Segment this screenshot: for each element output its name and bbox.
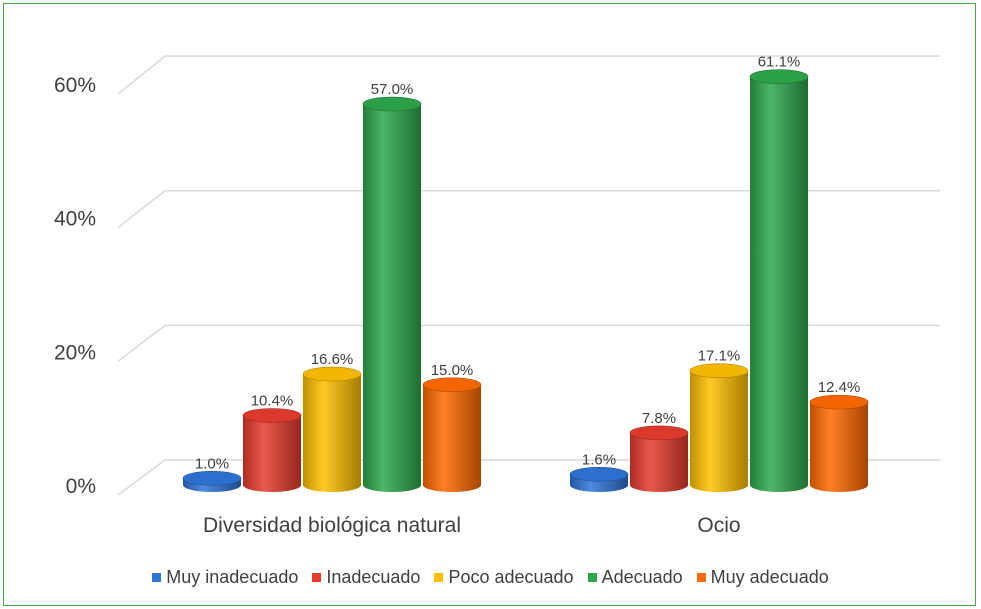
- category-label: Diversidad biológica natural: [203, 514, 461, 537]
- bar-top: [182, 471, 242, 486]
- bar-top: [302, 366, 362, 382]
- data-label: 12.4%: [818, 379, 861, 396]
- data-label: 15.0%: [431, 362, 474, 379]
- bar-body: [750, 76, 808, 493]
- data-label: 1.0%: [195, 455, 229, 472]
- gridline-side: [117, 190, 166, 229]
- y-tick-label: 60%: [54, 74, 96, 97]
- data-label: 57.0%: [371, 81, 414, 98]
- bar-top: [242, 408, 302, 423]
- legend-item: Muy inadecuado: [152, 567, 298, 588]
- legend-swatch: [312, 573, 322, 582]
- bar-top: [749, 69, 809, 84]
- gridline-side: [117, 324, 166, 362]
- legend-label: Muy adecuado: [710, 567, 829, 587]
- bar-body: [810, 402, 868, 492]
- gridline-side: [117, 459, 166, 496]
- bar-top: [422, 377, 482, 393]
- legend-label: Poco adecuado: [448, 567, 574, 587]
- data-label: 61.1%: [758, 54, 801, 71]
- chart-legend: Muy inadecuado Inadecuado Poco adecuado Ade…: [0, 567, 981, 588]
- data-label: 10.4%: [251, 392, 294, 409]
- bar-body: [303, 374, 361, 492]
- y-tick-label: 20%: [54, 341, 96, 364]
- legend-label: Inadecuado: [326, 567, 421, 587]
- category-label: Ocio: [697, 514, 740, 537]
- chart-frame: [3, 3, 976, 606]
- data-label: 16.6%: [311, 351, 354, 368]
- data-label: 17.1%: [698, 348, 741, 365]
- bar-body: [363, 104, 421, 493]
- legend-label: Adecuado: [601, 567, 683, 587]
- bar-top: [629, 425, 689, 441]
- gridline-side: [117, 55, 166, 95]
- chart-plot: 0% 20% 40% 60% 1.0% 10.4% 16.6% 57.0% 15.0% Diver…: [54, 54, 940, 537]
- bar-top: [689, 363, 749, 379]
- y-tick-label: 40%: [54, 208, 96, 231]
- legend-swatch: [434, 573, 444, 582]
- y-tick-label: 0%: [66, 475, 96, 498]
- legend-label: Muy inadecuado: [166, 567, 299, 587]
- legend-swatch: [696, 573, 706, 582]
- data-label: 7.8%: [642, 410, 676, 427]
- bar-top: [809, 394, 869, 410]
- legend-item: Muy adecuado: [696, 567, 829, 588]
- bar-body: [423, 384, 481, 492]
- bar-body: [243, 415, 301, 492]
- bar-body: [690, 370, 748, 492]
- bar-body: [630, 432, 688, 492]
- legend-item: Inadecuado: [312, 567, 420, 588]
- legend-swatch: [587, 573, 597, 582]
- data-label: 1.6%: [582, 451, 616, 468]
- legend-item: Adecuado: [587, 567, 683, 588]
- bar-top: [569, 467, 629, 482]
- legend-item: Poco adecuado: [434, 567, 574, 588]
- bar-top: [362, 96, 422, 112]
- legend-swatch: [152, 573, 162, 582]
